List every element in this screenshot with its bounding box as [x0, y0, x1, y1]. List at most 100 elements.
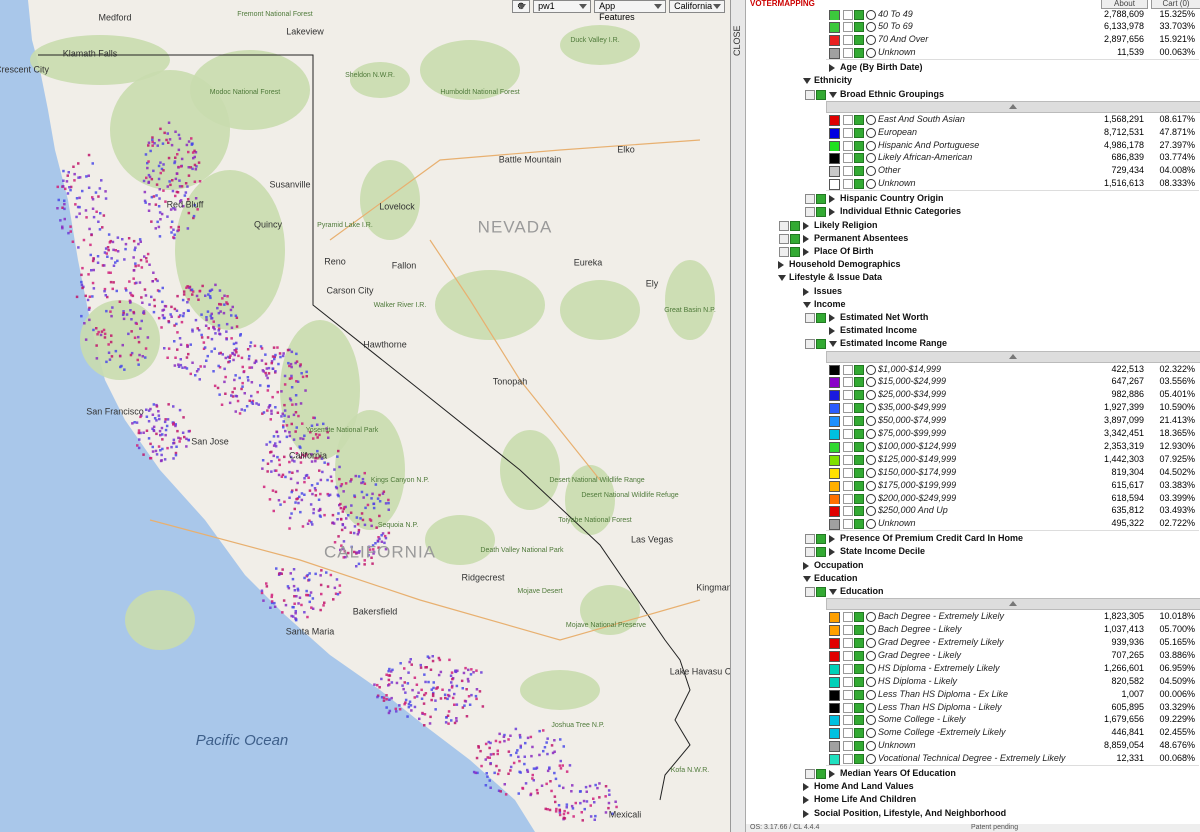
expand-arrow[interactable]	[778, 261, 784, 270]
info-icon[interactable]	[866, 377, 876, 388]
expand-arrow[interactable]	[778, 275, 786, 282]
layer-icon[interactable]	[854, 728, 864, 739]
color-swatch[interactable]	[829, 377, 840, 389]
layer-icon[interactable]	[854, 153, 864, 164]
checkbox[interactable]	[843, 663, 853, 674]
layer-toggle[interactable]	[805, 89, 815, 100]
layer-icon[interactable]	[854, 403, 864, 414]
info-icon[interactable]	[866, 403, 876, 414]
info-icon[interactable]	[866, 715, 876, 726]
layer-toggle[interactable]	[805, 207, 815, 218]
layer-icon[interactable]	[854, 35, 864, 46]
layer-toggle[interactable]	[779, 246, 789, 257]
color-swatch[interactable]	[829, 625, 840, 637]
layer-toggle[interactable]	[805, 339, 815, 350]
checkbox[interactable]	[843, 429, 853, 439]
tree-node[interactable]: Likely Religion	[814, 219, 878, 230]
layer-toggle[interactable]	[779, 233, 789, 244]
tree-node[interactable]: Hispanic Country Origin	[840, 193, 944, 204]
checkbox[interactable]	[843, 35, 853, 46]
layer-icon[interactable]	[854, 454, 864, 465]
expand-arrow[interactable]	[829, 589, 837, 595]
expand-arrow[interactable]	[803, 783, 809, 792]
layer-icon[interactable]	[854, 676, 864, 687]
layer-icon[interactable]	[854, 48, 864, 59]
color-swatch[interactable]	[829, 638, 840, 649]
tree-node[interactable]: Estimated Income Range	[840, 338, 948, 349]
expand-arrow[interactable]	[803, 78, 811, 85]
expand-arrow[interactable]	[829, 770, 835, 778]
layer-icon[interactable]	[854, 638, 864, 648]
close-tab[interactable]: CLOSE	[731, 0, 746, 832]
color-swatch[interactable]	[829, 741, 840, 753]
tree-node[interactable]: Broad Ethnic Groupings	[840, 88, 945, 99]
tree-node[interactable]: Median Years Of Education	[840, 768, 956, 778]
tree-node[interactable]: Income	[814, 298, 846, 309]
layer-icon[interactable]	[854, 480, 864, 491]
checkbox[interactable]	[843, 416, 853, 427]
expand-arrow[interactable]	[803, 247, 809, 256]
visibility-toggle[interactable]	[816, 312, 826, 323]
checkbox[interactable]	[843, 519, 853, 530]
checkbox[interactable]	[843, 377, 853, 388]
layer-toggle[interactable]	[805, 587, 815, 597]
checkbox[interactable]	[843, 166, 853, 177]
layer-toggle[interactable]	[805, 769, 815, 779]
checkbox[interactable]	[843, 179, 853, 190]
tree-node[interactable]: Education	[814, 572, 858, 583]
visibility-toggle[interactable]	[790, 220, 800, 231]
color-swatch[interactable]	[829, 179, 840, 191]
expand-arrow[interactable]	[829, 548, 835, 557]
info-icon[interactable]	[866, 429, 876, 439]
info-icon[interactable]	[866, 114, 876, 125]
about-button[interactable]: About	[1101, 0, 1148, 9]
layer-toggle[interactable]	[779, 220, 789, 231]
checkbox[interactable]	[843, 403, 853, 414]
checkbox[interactable]	[843, 364, 853, 375]
expand-arrow[interactable]	[829, 341, 837, 348]
layer-icon[interactable]	[854, 416, 864, 427]
table-handle[interactable]	[826, 350, 1200, 363]
checkbox[interactable]	[843, 715, 853, 726]
info-icon[interactable]	[866, 364, 876, 375]
layer-icon[interactable]	[854, 663, 864, 674]
checkbox[interactable]	[843, 441, 853, 452]
visibility-toggle[interactable]	[816, 769, 826, 779]
expand-arrow[interactable]	[829, 91, 837, 98]
layer-icon[interactable]	[854, 754, 864, 765]
checkbox[interactable]	[843, 153, 853, 164]
info-icon[interactable]	[866, 638, 876, 648]
color-swatch[interactable]	[829, 493, 840, 505]
checkbox[interactable]	[843, 454, 853, 465]
info-icon[interactable]	[866, 166, 876, 177]
layer-icon[interactable]	[854, 702, 864, 713]
info-icon[interactable]	[866, 467, 876, 478]
color-swatch[interactable]	[829, 114, 840, 126]
expand-arrow[interactable]	[829, 327, 835, 336]
visibility-toggle[interactable]	[816, 89, 826, 100]
color-swatch[interactable]	[829, 506, 840, 518]
tree-node[interactable]: Estimated Net Worth	[840, 311, 929, 322]
checkbox[interactable]	[843, 689, 853, 700]
color-swatch[interactable]	[829, 715, 840, 727]
layer-icon[interactable]	[854, 689, 864, 700]
info-icon[interactable]	[866, 480, 876, 491]
expand-arrow[interactable]	[829, 208, 835, 217]
checkbox[interactable]	[843, 114, 853, 125]
layer-toggle[interactable]	[805, 312, 815, 323]
color-swatch[interactable]	[829, 48, 840, 60]
checkbox[interactable]	[843, 506, 853, 517]
info-icon[interactable]	[866, 728, 876, 739]
tree-node[interactable]: Estimated Income	[840, 325, 918, 336]
checkbox[interactable]	[843, 48, 853, 59]
expand-arrow[interactable]	[803, 287, 809, 296]
expand-arrow[interactable]	[829, 64, 835, 73]
info-icon[interactable]	[866, 35, 876, 46]
visibility-toggle[interactable]	[816, 534, 826, 545]
info-icon[interactable]	[866, 519, 876, 530]
checkbox[interactable]	[843, 754, 853, 765]
info-icon[interactable]	[866, 48, 876, 59]
layer-toggle[interactable]	[805, 547, 815, 558]
layer-icon[interactable]	[854, 441, 864, 452]
expand-arrow[interactable]	[829, 195, 835, 204]
